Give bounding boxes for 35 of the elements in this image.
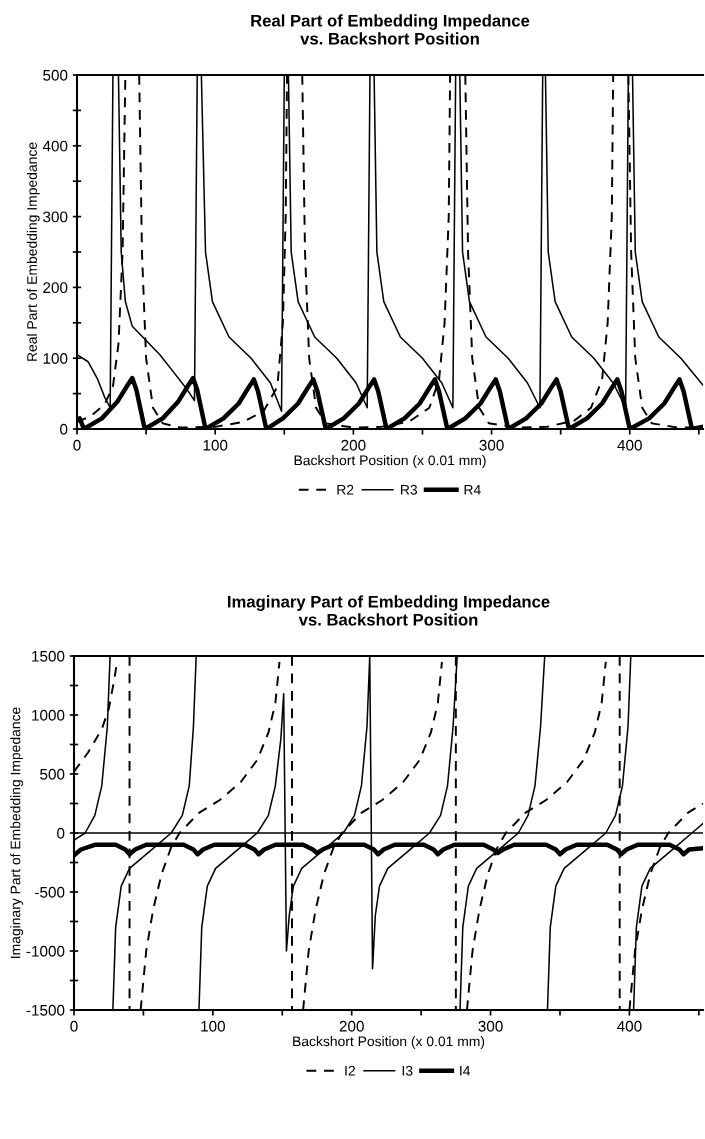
chart-title: Imaginary Part of Embedding Impedance vs. Backshort Position xyxy=(228,595,550,626)
chart-title: Real Part of Embedding Impedance vs. Backshort Position xyxy=(251,14,530,45)
legend-label: I2 xyxy=(345,1065,355,1076)
x-tick-label: 100 xyxy=(203,439,228,451)
legend-label: R3 xyxy=(401,484,418,495)
y-tick-label: 0 xyxy=(57,827,65,839)
y-tick-label: 1000 xyxy=(32,709,65,721)
y-tick-label: 300 xyxy=(43,211,68,223)
x-tick-label: 200 xyxy=(341,439,366,451)
y-tick-label: 500 xyxy=(40,768,65,780)
x-tick-label: 400 xyxy=(617,1020,642,1032)
legend-label: I4 xyxy=(460,1065,471,1076)
y-tick-label: -1000 xyxy=(26,945,65,957)
x-axis-title: Backshort Position (x 0.01 mm) xyxy=(294,455,486,468)
x-tick-label: 200 xyxy=(339,1020,364,1032)
y-tick-label: 500 xyxy=(43,69,68,81)
legend-label: I3 xyxy=(402,1065,413,1076)
x-tick-label: 300 xyxy=(478,1020,503,1032)
y-tick-label: 400 xyxy=(42,140,68,152)
y-axis-title: Real Part of Embedding Impedance xyxy=(26,142,40,361)
x-tick-label: 400 xyxy=(617,439,642,451)
legend-label: R4 xyxy=(464,484,481,495)
y-tick-label: 100 xyxy=(43,353,68,364)
y-tick-label: -500 xyxy=(35,886,65,898)
x-tick-label: 0 xyxy=(73,439,81,451)
y-tick-label: 0 xyxy=(60,423,68,435)
y-axis-title: Imaginary Part of Embedding Impedance xyxy=(10,707,24,958)
y-tick-label: 200 xyxy=(43,282,68,294)
y-tick-label: -1500 xyxy=(26,1004,65,1016)
legend-label: R2 xyxy=(337,484,354,495)
x-tick-label: 100 xyxy=(201,1020,225,1032)
x-axis-title: Backshort Position (x 0.01 mm) xyxy=(293,1036,485,1049)
x-tick-label: 0 xyxy=(70,1020,78,1032)
x-tick-label: 300 xyxy=(479,439,504,451)
y-tick-label: 1500 xyxy=(32,650,65,662)
